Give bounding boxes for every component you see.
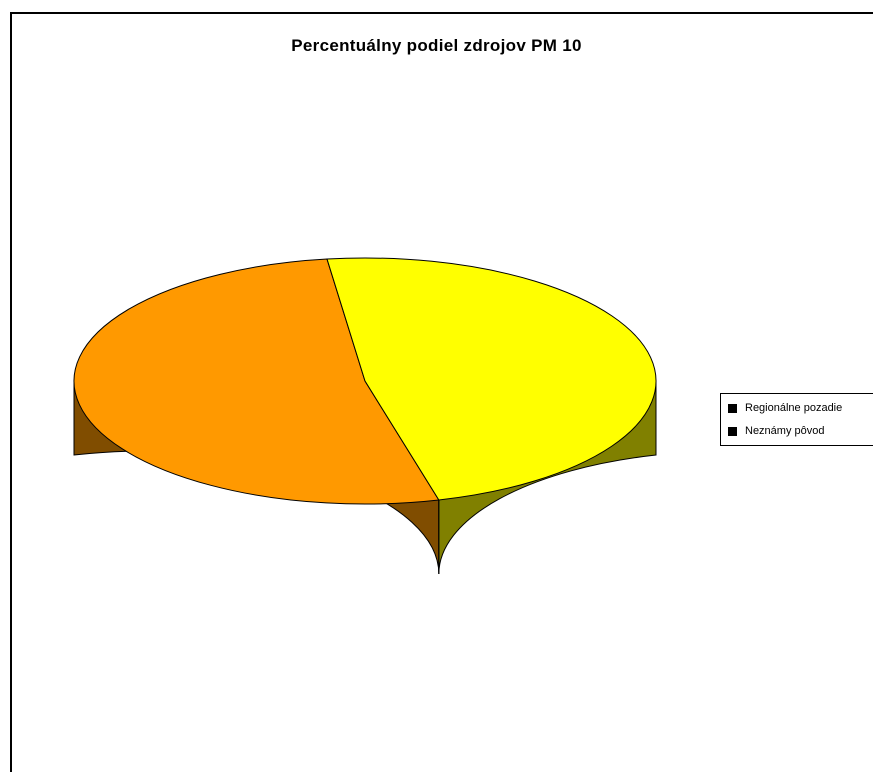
legend-label: Regionálne pozadie [745, 402, 843, 414]
legend-swatch [728, 403, 737, 413]
legend-label: Neznámy pôvod [745, 425, 825, 437]
legend-item-neznamy-povod: Neznámy pôvod [728, 424, 825, 438]
pie-chart [73, 257, 657, 574]
pie-slice-1 [326, 257, 657, 501]
legend: Regionálne pozadie Neznámy pôvod [720, 393, 873, 446]
legend-item-regionalne-pozadie: Regionálne pozadie [728, 401, 842, 415]
pie-slice-0 [73, 258, 440, 505]
chart-title: Percentuálny podiel zdrojov PM 10 [291, 36, 582, 55]
legend-swatch [728, 426, 737, 436]
